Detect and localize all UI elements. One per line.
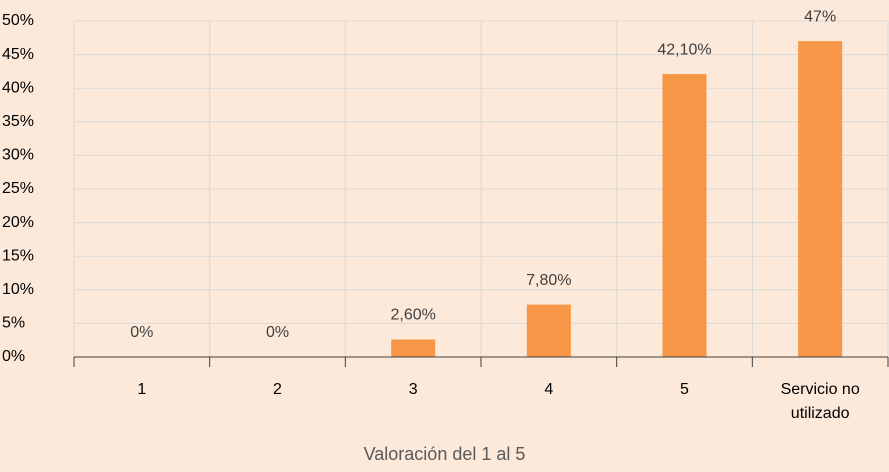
x-tick-label: 5 bbox=[680, 381, 689, 398]
x-axis-label: Valoración del 1 al 5 bbox=[363, 444, 526, 464]
data-label: 0% bbox=[130, 324, 153, 341]
bar bbox=[526, 304, 571, 357]
data-label: 0% bbox=[266, 324, 289, 341]
y-tick-label: 25% bbox=[2, 180, 34, 197]
y-tick-label: 50% bbox=[2, 12, 34, 29]
x-tick-label: 3 bbox=[408, 381, 418, 398]
y-tick-label: 40% bbox=[2, 79, 34, 96]
x-tick-label: 2 bbox=[273, 381, 282, 398]
data-label: 7,80% bbox=[526, 272, 571, 289]
y-tick-label: 45% bbox=[2, 46, 34, 63]
data-label: 47% bbox=[804, 8, 836, 25]
y-tick-label: 20% bbox=[2, 214, 34, 231]
bar bbox=[798, 41, 843, 357]
bar bbox=[391, 339, 436, 357]
bar bbox=[662, 74, 707, 357]
y-tick-label: 10% bbox=[2, 281, 34, 298]
y-tick-label: 30% bbox=[2, 147, 34, 164]
y-tick-label: 15% bbox=[2, 247, 34, 264]
x-tick-label: Servicio no utilizado bbox=[780, 381, 860, 422]
data-label: 2,60% bbox=[390, 307, 435, 324]
data-label: 42,10% bbox=[657, 41, 711, 58]
y-tick-label: 0% bbox=[2, 348, 25, 365]
x-tick-label: 1 bbox=[137, 381, 147, 398]
x-tick-label: 4 bbox=[544, 381, 554, 398]
y-tick-label: 35% bbox=[2, 113, 34, 130]
y-tick-label: 5% bbox=[2, 315, 25, 332]
